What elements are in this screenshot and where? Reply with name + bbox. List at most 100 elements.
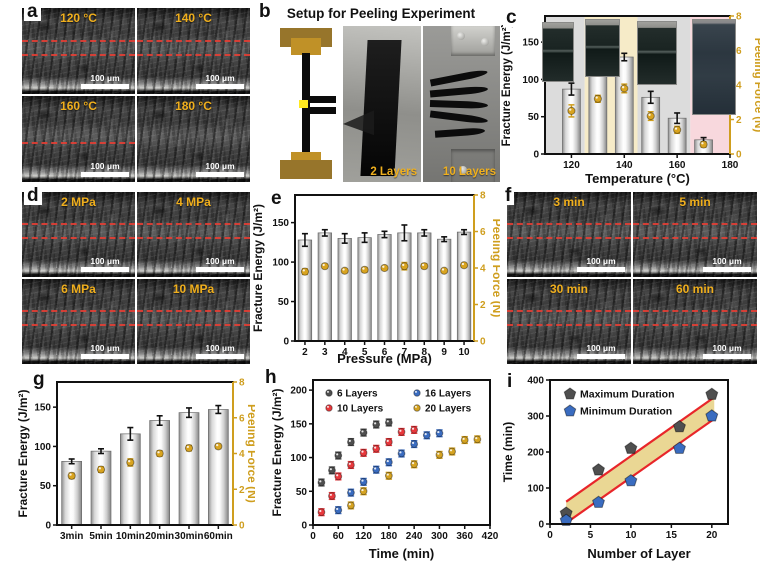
data-point	[435, 450, 444, 459]
marker-highlight	[411, 427, 415, 430]
x-tick-label: 15	[666, 530, 678, 541]
schematic-drawing	[280, 28, 336, 179]
scale-label: 100 μm	[205, 160, 235, 171]
scale-bar: 100 μm	[81, 161, 129, 177]
scale-bar: 100 μm	[196, 73, 244, 89]
data-point	[317, 478, 326, 487]
y2-tick-label: 4	[239, 449, 245, 460]
legend-label: 16 Layers	[425, 389, 472, 400]
data-point	[347, 488, 355, 497]
scale-label: 100 μm	[205, 342, 235, 353]
bar	[437, 238, 452, 342]
condition-label: 3 min	[553, 195, 585, 209]
interface-dashed-line	[22, 39, 135, 42]
marker-highlight	[421, 263, 425, 267]
sem-image: 3 min 100 μm	[507, 192, 631, 277]
scale-label: 100 μm	[90, 72, 120, 83]
peel-arm-lower	[308, 107, 336, 114]
data-point	[359, 477, 368, 486]
interface-dashed-line	[633, 223, 757, 226]
black-sheet	[360, 40, 402, 176]
scale-bar: 100 μm	[703, 343, 751, 359]
pentagon-marker	[563, 404, 577, 417]
marker-highlight	[361, 430, 364, 433]
pentagon-marker	[673, 419, 686, 433]
grip-clamp-bottom	[451, 149, 496, 182]
chart-svg: 0 100 200 300 400 Time (min) Number of Layer 0 5…	[501, 376, 729, 561]
marker-highlight	[399, 451, 402, 454]
y2-tick-label: 4	[736, 81, 742, 92]
data-point	[620, 84, 629, 93]
panel-label-a: a	[24, 2, 41, 21]
data-point	[334, 472, 343, 481]
condition-label: 180 °C	[175, 99, 212, 113]
marker-highlight	[411, 462, 415, 465]
y2-tick-label: 2	[736, 115, 742, 126]
x-tick-label: 160	[669, 160, 686, 171]
data-point	[400, 262, 409, 271]
y-tick-label: 0	[45, 521, 51, 532]
data-point	[96, 465, 106, 474]
data-point	[448, 447, 456, 456]
legend-label: 10 Layers	[337, 404, 384, 415]
data-point	[384, 458, 393, 467]
y2-tick-label: 6	[736, 46, 742, 57]
interface-dashed-line	[507, 310, 631, 313]
panel-label-g: g	[30, 370, 48, 389]
marker-highlight	[374, 446, 377, 449]
photo-2-layers: 2 Layers	[343, 26, 421, 182]
x-tick-label: 6	[382, 347, 388, 358]
marker-highlight	[386, 420, 389, 423]
x-tick-label: 4	[342, 347, 348, 358]
condition-label: 6 MPa	[61, 282, 96, 296]
marker-highlight	[402, 263, 405, 267]
interface-dashed-line	[22, 141, 135, 144]
y2-axis-title: Peeling Force (N)	[752, 38, 760, 133]
scale-label: 100 μm	[90, 342, 120, 353]
sample-photo-130	[585, 19, 620, 77]
x-tick-label: 10	[625, 530, 637, 541]
bar	[641, 96, 661, 155]
sem-image: 4 MPa 100 μm	[137, 192, 250, 277]
interface-dashed-line	[507, 237, 631, 240]
x-tick-label: 3	[322, 347, 328, 358]
bar	[357, 237, 372, 342]
scale-bar: 100 μm	[577, 343, 625, 359]
data-point	[380, 263, 389, 273]
panel-label-e: e	[268, 189, 285, 208]
y-axis-title: Fracture Energy (J/m²)	[253, 204, 265, 332]
data-point	[440, 266, 449, 275]
scale-bar: 100 μm	[81, 73, 129, 89]
scale-label: 100 μm	[712, 342, 742, 353]
marker-highlight	[414, 405, 417, 408]
layer	[434, 127, 485, 138]
pentagon-marker	[705, 409, 719, 422]
interface-dashed-line	[22, 237, 135, 240]
y-tick-label: 200	[527, 448, 544, 459]
plot-box	[312, 379, 491, 526]
sample-photo-150	[637, 21, 677, 85]
x-tick-label: 120	[563, 160, 580, 171]
sem-image: 160 °C 100 μm	[22, 96, 135, 182]
layer	[430, 85, 489, 98]
peeling-setup-schematic	[272, 26, 340, 182]
layer	[430, 110, 489, 125]
marker-highlight	[186, 445, 190, 449]
x-tick-label: 7	[402, 347, 408, 358]
scale-label: 100 μm	[90, 160, 120, 171]
bar	[90, 450, 112, 526]
condition-label: 120 °C	[60, 11, 97, 25]
data-point	[214, 442, 223, 451]
x-tick-label: 5min	[89, 531, 112, 542]
x-axis-title: Temperature (°C)	[585, 171, 690, 186]
chart-fracture-vs-time-layers: 0 50 100 150 200 Fracture Energy (J/m²) Time (…	[255, 370, 500, 563]
condition-label: 160 °C	[60, 99, 97, 113]
pentagon-marker	[592, 495, 605, 508]
data-point	[334, 506, 343, 515]
condition-label: 2 MPa	[61, 195, 96, 209]
marker-highlight	[348, 503, 351, 506]
panel-label-d: d	[24, 186, 42, 205]
bar	[297, 239, 313, 342]
scale-bar: 100 μm	[196, 256, 244, 272]
